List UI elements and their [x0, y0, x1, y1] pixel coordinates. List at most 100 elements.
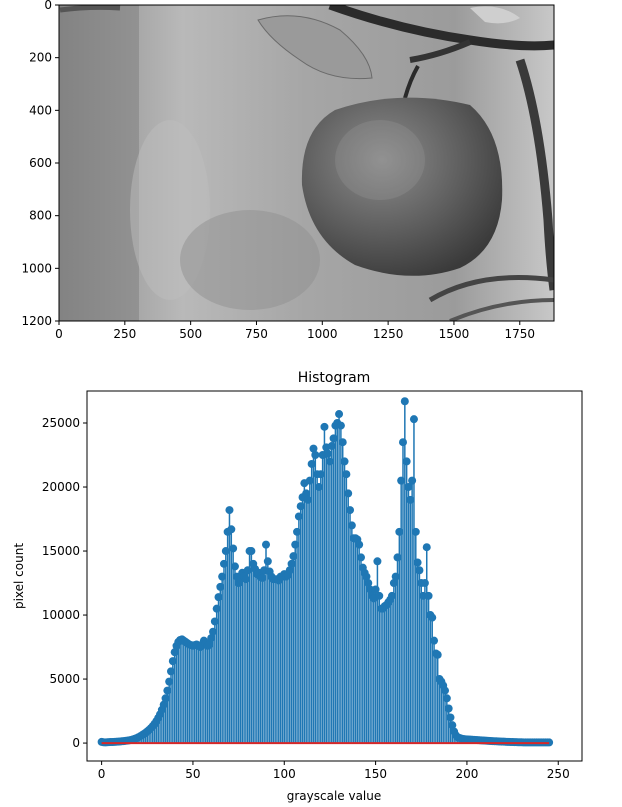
stem-marker [413, 558, 422, 567]
stem-marker [395, 527, 404, 536]
stem-marker [289, 552, 298, 561]
hist-y-tick-label: 10000 [42, 608, 80, 622]
hist-y-tick-label: 20000 [42, 480, 80, 494]
image-x-tick-label: 750 [245, 327, 268, 341]
image-y-tick-label: 400 [29, 103, 52, 117]
hist-x-tick-label: 250 [547, 767, 570, 781]
stem-marker [225, 506, 234, 515]
stem-marker [243, 566, 252, 575]
stem-marker [214, 593, 223, 602]
stem-marker [424, 591, 433, 600]
stem-marker [347, 521, 356, 530]
stem-marker [362, 572, 371, 581]
stem-marker [391, 572, 400, 581]
stem-marker [316, 470, 325, 479]
stem-marker [402, 457, 411, 466]
stem-marker [388, 591, 397, 600]
stem-marker [446, 713, 455, 722]
hist-x-tick-label: 50 [185, 767, 200, 781]
hist-x-tick-label: 100 [273, 767, 296, 781]
stem-marker [356, 553, 365, 562]
stem-marker [287, 559, 296, 568]
histogram-y-ticks: 0 5000 10000 15000 20000 25000 [42, 416, 87, 750]
stem-marker [170, 648, 179, 657]
stem-marker [404, 483, 413, 492]
stem-marker [229, 544, 238, 553]
image-y-tick-label: 600 [29, 156, 52, 170]
stem-marker [294, 512, 303, 521]
image-y-tick-label: 800 [29, 209, 52, 223]
stem-marker [411, 527, 420, 536]
stem-marker [263, 557, 272, 566]
stem-marker [419, 591, 428, 600]
stem-marker [219, 559, 228, 568]
stem-marker [346, 506, 355, 515]
stem-marker [296, 502, 305, 511]
stem-marker [428, 613, 437, 622]
stem-marker [159, 700, 168, 709]
stem-marker [291, 540, 300, 549]
image-y-tick-label: 1000 [21, 261, 52, 275]
stem-marker [311, 451, 320, 460]
stem-marker [305, 476, 314, 485]
stem-marker [212, 604, 221, 613]
stem-marker [375, 591, 384, 600]
image-x-tick-label: 500 [179, 327, 202, 341]
stem-marker [227, 525, 236, 534]
stem-marker [398, 438, 407, 447]
stem-marker [400, 397, 409, 406]
stem-marker [293, 527, 302, 536]
stem-marker [340, 457, 349, 466]
stem-marker [389, 579, 398, 588]
stem-marker [205, 640, 214, 649]
image-x-tick-label: 1500 [439, 327, 470, 341]
stem-marker [304, 495, 313, 504]
hist-x-tick-label: 0 [98, 767, 106, 781]
image-y-tick-label: 0 [44, 0, 52, 12]
stem-marker [216, 582, 225, 591]
stem-marker [406, 495, 415, 504]
stem-marker [258, 573, 267, 582]
stem-marker [433, 650, 442, 659]
stem-marker [338, 438, 347, 447]
image-x-tick-label: 1250 [373, 327, 404, 341]
stem-marker [442, 694, 451, 703]
stem-marker [430, 636, 439, 645]
stem-marker [324, 449, 333, 458]
y-axis-label: pixel count [12, 543, 26, 609]
hist-y-tick-label: 0 [72, 736, 80, 750]
stem-marker [397, 476, 406, 485]
hist-y-tick-label: 25000 [42, 416, 80, 430]
stem-marker [161, 694, 170, 703]
stem-marker [209, 627, 218, 636]
histogram-panel: Histogram 0 50 100 150 200 250 0 5000 10000 1500… [12, 370, 583, 803]
stem-marker [307, 459, 316, 468]
stem-marker [393, 553, 402, 562]
stem-marker [344, 489, 353, 498]
stem-marker [325, 457, 334, 466]
stem-marker [342, 470, 351, 479]
image-panel: 0 250 500 750 1000 1250 1500 1750 0 200 400 600 800… [21, 0, 555, 341]
stem-marker [207, 634, 216, 643]
stem-marker [408, 476, 417, 485]
stem-marker [221, 547, 230, 556]
stem-marker [230, 562, 239, 571]
image-y-ticks: 0 200 400 600 800 1000 1200 [21, 0, 59, 328]
photo-apple [59, 5, 554, 321]
hist-x-tick-label: 200 [455, 767, 478, 781]
stem-marker [373, 557, 382, 566]
stem-marker [285, 566, 294, 575]
stem-marker [355, 540, 364, 549]
stem-marker [210, 617, 219, 626]
stem-marker [327, 442, 336, 451]
image-y-tick-label: 1200 [21, 314, 52, 328]
stem-marker [371, 585, 380, 594]
stem-marker [163, 686, 172, 695]
histogram-x-ticks: 0 50 100 150 200 250 [98, 761, 570, 781]
stem-marker [420, 579, 429, 588]
plot-frame [86, 390, 583, 762]
hist-y-tick-label: 5000 [49, 672, 80, 686]
stem-marker [262, 540, 271, 549]
stem-marker [336, 421, 345, 430]
